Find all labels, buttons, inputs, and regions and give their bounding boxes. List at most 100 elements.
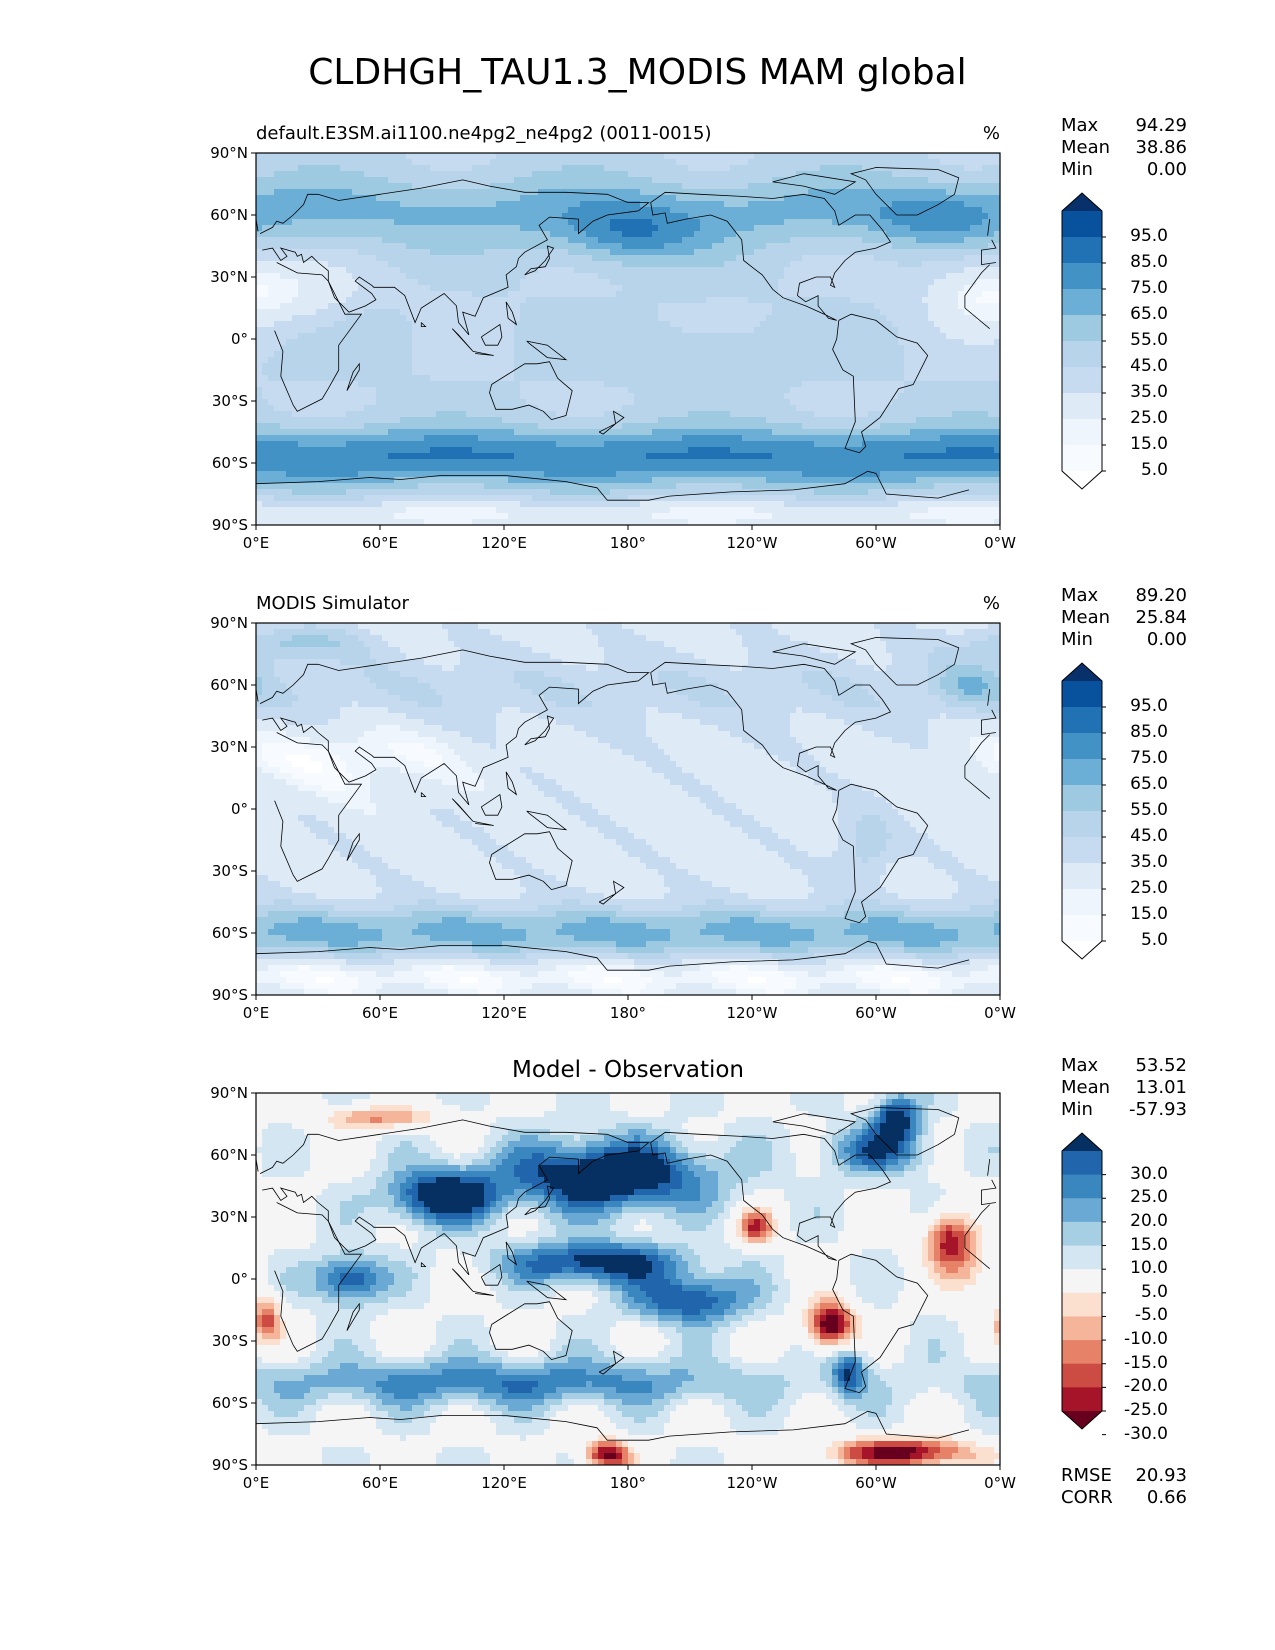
colorbar-segment: [1062, 1175, 1102, 1199]
stat-label: Mean: [1061, 137, 1110, 159]
lat-tick-label: 90°N: [188, 144, 248, 162]
colorbar-tick-label: 10.0: [1108, 1258, 1168, 1278]
lon-tick-label: 60°W: [836, 1474, 916, 1492]
colorbar-tick-label: 25.0: [1108, 878, 1168, 898]
stat-row: CORR 0.66: [1061, 1487, 1187, 1509]
colorbar-tick-label: -5.0: [1108, 1305, 1168, 1325]
lat-tick-label: 30°N: [188, 738, 248, 756]
colorbar-extend-max: [1062, 663, 1102, 681]
lon-tick-label: 0°W: [960, 1474, 1040, 1492]
colorbar-tick-label: 15.0: [1108, 434, 1168, 454]
colorbar: [1062, 663, 1106, 959]
stat-label: Max: [1061, 585, 1098, 607]
lon-tick-label: 120°W: [712, 534, 792, 552]
stat-row: Mean 25.84: [1061, 607, 1187, 629]
units-label: %: [900, 593, 1000, 614]
colorbar-tick-label: 25.0: [1108, 408, 1168, 428]
lat-tick-label: 60°S: [188, 1394, 248, 1412]
colorbar-tick-label: 95.0: [1108, 696, 1168, 716]
colorbar-tick-label: -10.0: [1108, 1329, 1168, 1349]
colorbar-tick-label: 55.0: [1108, 330, 1168, 350]
colorbar-segment: [1062, 863, 1102, 890]
stat-value: 38.86: [1135, 137, 1187, 159]
colorbar-segment: [1062, 1222, 1102, 1246]
colorbar-segment: [1062, 759, 1102, 786]
lon-tick-label: 0°W: [960, 1004, 1040, 1022]
colorbar-segment: [1062, 393, 1102, 420]
stat-label: Min: [1061, 1099, 1093, 1121]
colorbar-segment: [1062, 889, 1102, 916]
lat-tick-label: 30°N: [188, 1208, 248, 1226]
lon-tick-label: 180°: [588, 534, 668, 552]
colorbar-tick-label: 5.0: [1108, 460, 1168, 480]
stat-row: Max 94.29: [1061, 115, 1187, 137]
colorbar-segment: [1062, 811, 1102, 838]
map-panel-2: [251, 623, 1106, 1000]
lat-tick-label: 60°N: [188, 1146, 248, 1164]
stat-value: 53.52: [1135, 1055, 1187, 1077]
lon-tick-label: 180°: [588, 1474, 668, 1492]
colorbar-tick-label: 75.0: [1108, 278, 1168, 298]
lat-tick-label: 90°N: [188, 614, 248, 632]
colorbar-tick-label: 5.0: [1108, 1282, 1168, 1302]
colorbar-segment: [1062, 263, 1102, 290]
colorbar-segment: [1062, 367, 1102, 394]
lat-tick-label: 30°S: [188, 392, 248, 410]
colorbar-segment: [1062, 1198, 1102, 1222]
colorbar-segment: [1062, 707, 1102, 734]
colorbar-segment: [1062, 1316, 1102, 1340]
lon-tick-label: 120°W: [712, 1474, 792, 1492]
stat-row: Min -57.93: [1061, 1099, 1187, 1121]
lon-tick-label: 0°E: [216, 534, 296, 552]
colorbar-segment: [1062, 211, 1102, 238]
panel-title: default.E3SM.ai1100.ne4pg2_ne4pg2 (0011-…: [256, 123, 711, 144]
lon-tick-label: 120°E: [464, 1004, 544, 1022]
colorbar-segment: [1062, 315, 1102, 342]
stat-value: -57.93: [1129, 1099, 1187, 1121]
colorbar-segment: [1062, 1269, 1102, 1293]
stat-label: Max: [1061, 115, 1098, 137]
colorbar-segment: [1062, 1151, 1102, 1175]
stat-row: Min 0.00: [1061, 159, 1187, 181]
lon-tick-label: 0°E: [216, 1474, 296, 1492]
colorbar-tick-label: 55.0: [1108, 800, 1168, 820]
map-panel-3: [251, 1093, 1106, 1470]
colorbar-extend-min: [1062, 471, 1102, 489]
stat-value: 89.20: [1135, 585, 1187, 607]
colorbar-tick-label: 20.0: [1108, 1211, 1168, 1231]
lat-tick-label: 30°S: [188, 1332, 248, 1350]
lat-tick-label: 60°S: [188, 924, 248, 942]
colorbar-extend-max: [1062, 193, 1102, 211]
stat-row: Max 89.20: [1061, 585, 1187, 607]
colorbar-segment: [1062, 733, 1102, 760]
colorbar-segment: [1062, 837, 1102, 864]
lat-tick-label: 90°S: [188, 516, 248, 534]
colorbar-tick-label: 15.0: [1108, 1235, 1168, 1255]
colorbar-extend-min: [1062, 941, 1102, 959]
colorbar-segment: [1062, 289, 1102, 316]
colorbar-tick-label: 30.0: [1108, 1164, 1168, 1184]
lon-tick-label: 60°E: [340, 1474, 420, 1492]
stat-value: 94.29: [1135, 115, 1187, 137]
colorbar-tick-label: 45.0: [1108, 826, 1168, 846]
colorbar-tick-label: -20.0: [1108, 1376, 1168, 1396]
colorbar: [1062, 1133, 1106, 1435]
lat-tick-label: 90°N: [188, 1084, 248, 1102]
stat-value: 13.01: [1135, 1077, 1187, 1099]
lon-tick-label: 120°W: [712, 1004, 792, 1022]
colorbar-extend-min: [1062, 1411, 1102, 1429]
lat-tick-label: 0°: [188, 800, 248, 818]
panel-title: MODIS Simulator: [256, 593, 409, 614]
lat-tick-label: 30°S: [188, 862, 248, 880]
stat-value: 20.93: [1135, 1465, 1187, 1487]
colorbar-tick-label: 85.0: [1108, 252, 1168, 272]
lat-tick-label: 0°: [188, 1270, 248, 1288]
stat-label: CORR: [1061, 1487, 1113, 1509]
colorbar: [1062, 193, 1106, 489]
stat-value: 0.00: [1147, 159, 1187, 181]
colorbar-tick-label: 65.0: [1108, 304, 1168, 324]
lon-tick-label: 0°W: [960, 534, 1040, 552]
map-panel-1: [251, 153, 1106, 530]
colorbar-tick-label: -25.0: [1108, 1400, 1168, 1420]
colorbar-segment: [1062, 1364, 1102, 1388]
